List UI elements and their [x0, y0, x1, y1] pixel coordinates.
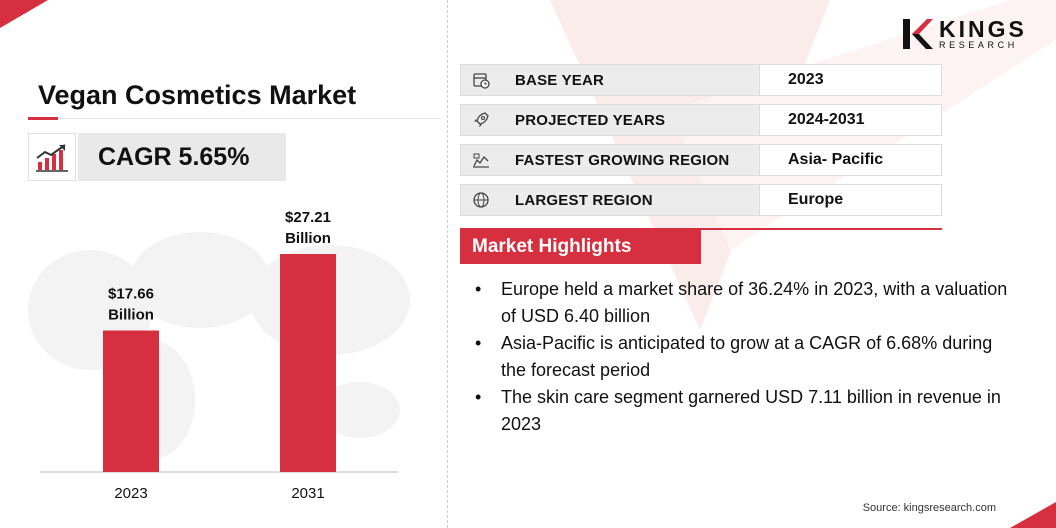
- market-info-table: BASE YEAR 2023 PROJECTED YEARS 2024-2031 FAS…: [460, 64, 942, 224]
- market-highlights-header: Market Highlights: [460, 230, 701, 264]
- data-label: Billion: [108, 307, 154, 324]
- data-label: $17.66: [108, 286, 154, 303]
- info-row: FASTEST GROWING REGION Asia- Pacific: [460, 144, 942, 176]
- info-value: 2024-2031: [760, 104, 942, 136]
- cagr-value: CAGR 5.65%: [78, 133, 286, 181]
- info-label: LARGEST REGION: [515, 191, 653, 209]
- rocket-icon: [461, 105, 501, 135]
- info-value: Asia- Pacific: [760, 144, 942, 176]
- kings-research-logo: KINGS RESEARCH: [903, 14, 1033, 54]
- info-label-cell: PROJECTED YEARS: [460, 104, 760, 136]
- bullet-marker: •: [470, 333, 482, 353]
- info-label: BASE YEAR: [515, 71, 605, 89]
- source-note: Source: kingsresearch.com: [862, 502, 996, 514]
- logo-subword: RESEARCH: [939, 39, 1018, 50]
- info-label: FASTEST GROWING REGION: [515, 151, 730, 169]
- highlight-text: The skin care segment garnered USD 7.11 …: [501, 387, 1001, 434]
- highlights-list: • Europe held a market share of 36.24% in…: [470, 276, 1030, 438]
- cagr-badge: CAGR 5.65%: [28, 133, 286, 181]
- info-label-cell: BASE YEAR: [460, 64, 760, 96]
- vertical-divider: [447, 0, 448, 528]
- bullet-marker: •: [470, 279, 482, 299]
- growth-chart-icon: [28, 133, 76, 181]
- highlight-text: Europe held a market share of 36.24% in …: [501, 279, 1008, 326]
- market-size-bar-chart: $17.66 Billion 2023 $27.21 Billion 2031: [28, 209, 410, 502]
- corner-accent-top: [0, 0, 48, 28]
- page-title: Vegan Cosmetics Market: [38, 80, 357, 110]
- logo-word: KINGS: [939, 15, 1027, 42]
- data-label: $27.21: [285, 209, 331, 226]
- growth-map-icon: [461, 145, 501, 175]
- x-tick-label: 2031: [291, 485, 324, 502]
- bar-2031: [280, 254, 336, 472]
- highlights-rule: [460, 228, 942, 230]
- corner-accent-bottom: [1010, 502, 1056, 528]
- bullet-marker: •: [470, 387, 482, 407]
- x-tick-label: 2023: [114, 485, 147, 502]
- title-underline: [28, 117, 440, 120]
- info-label-cell: FASTEST GROWING REGION: [460, 144, 760, 176]
- info-row: BASE YEAR 2023: [460, 64, 942, 96]
- info-value: 2023: [760, 64, 942, 96]
- highlight-item: • Asia-Pacific is anticipated to grow at …: [470, 330, 1030, 384]
- info-label-cell: LARGEST REGION: [460, 184, 760, 216]
- highlight-item: • The skin care segment garnered USD 7.11…: [470, 384, 1030, 438]
- info-row: PROJECTED YEARS 2024-2031: [460, 104, 942, 136]
- globe-icon: [461, 185, 501, 215]
- calendar-icon: [461, 65, 501, 95]
- data-label: Billion: [285, 230, 331, 247]
- highlight-item: • Europe held a market share of 36.24% in…: [470, 276, 1030, 330]
- kings-logo-mark-icon: [903, 19, 933, 49]
- highlight-text: Asia-Pacific is anticipated to grow at a…: [501, 333, 993, 380]
- bar-2023: [103, 330, 159, 472]
- info-value: Europe: [760, 184, 942, 216]
- world-map-watermark: [28, 232, 410, 460]
- info-label: PROJECTED YEARS: [515, 111, 666, 129]
- info-row: LARGEST REGION Europe: [460, 184, 942, 216]
